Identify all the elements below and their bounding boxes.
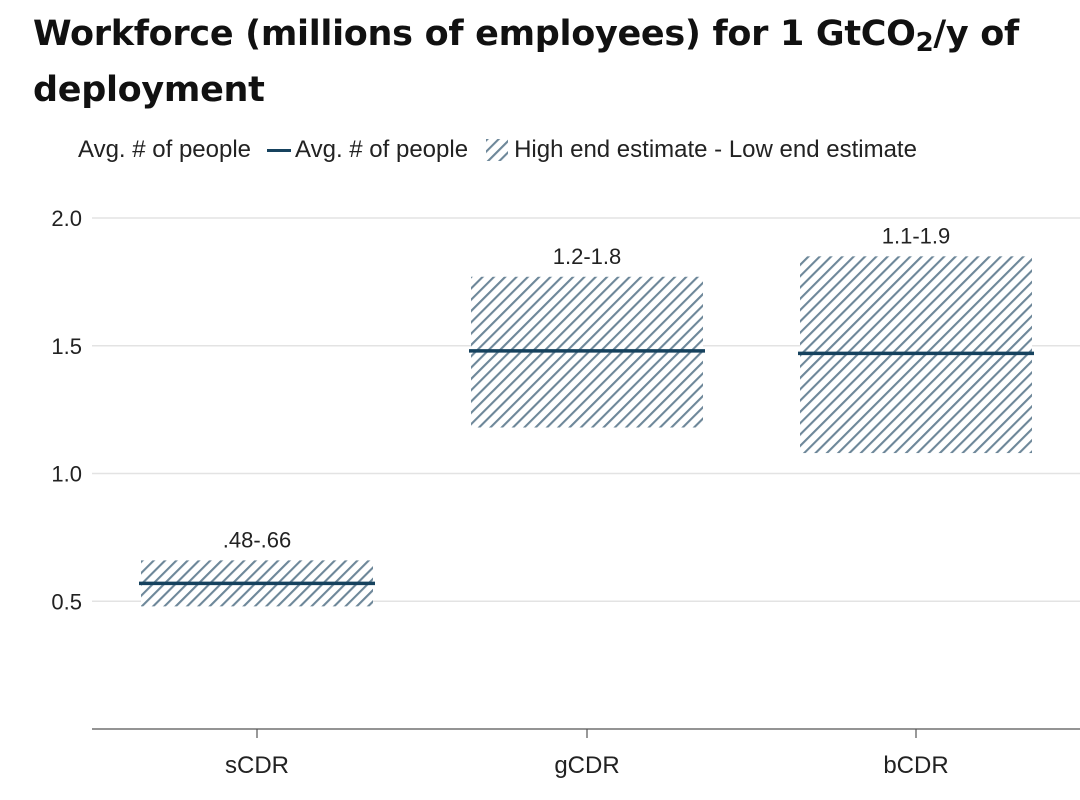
legend-line-icon — [267, 148, 292, 152]
y-tick-label: 2.0 — [51, 206, 82, 231]
chart-legend: Avg. # of people Avg. # of people High e… — [78, 133, 917, 167]
legend-item-avg-line: Avg. # of people — [251, 136, 468, 164]
legend-item-range: High end estimate - Low end estimate — [468, 136, 917, 164]
y-tick-label: 1.0 — [51, 462, 82, 487]
y-tick-label: 0.5 — [51, 589, 82, 614]
chart-title-part-1: Workforce (millions of employees) for 1 … — [33, 14, 916, 54]
legend-label-range: High end estimate - Low end estimate — [514, 136, 917, 163]
range-data-label: .48-.66 — [223, 527, 292, 552]
legend-label-avg-2: Avg. # of people — [295, 136, 469, 163]
legend-label-avg-1: Avg. # of people — [78, 136, 252, 163]
legend-item-avg-label: Avg. # of people — [78, 136, 251, 164]
chart-title-subscript: 2 — [915, 28, 934, 58]
y-tick-label: 1.5 — [51, 334, 82, 359]
chart-title: Workforce (millions of employees) for 1 … — [33, 6, 1033, 118]
x-tick-label: bCDR — [883, 752, 948, 779]
x-tick-label: gCDR — [554, 752, 619, 779]
chart-title-part-2: /y of deployment — [33, 14, 1019, 110]
legend-hatch-swatch-icon — [486, 139, 509, 161]
x-tick-label: sCDR — [225, 752, 289, 779]
range-data-label: 1.1-1.9 — [882, 223, 951, 248]
range-data-label: 1.2-1.8 — [553, 244, 622, 269]
